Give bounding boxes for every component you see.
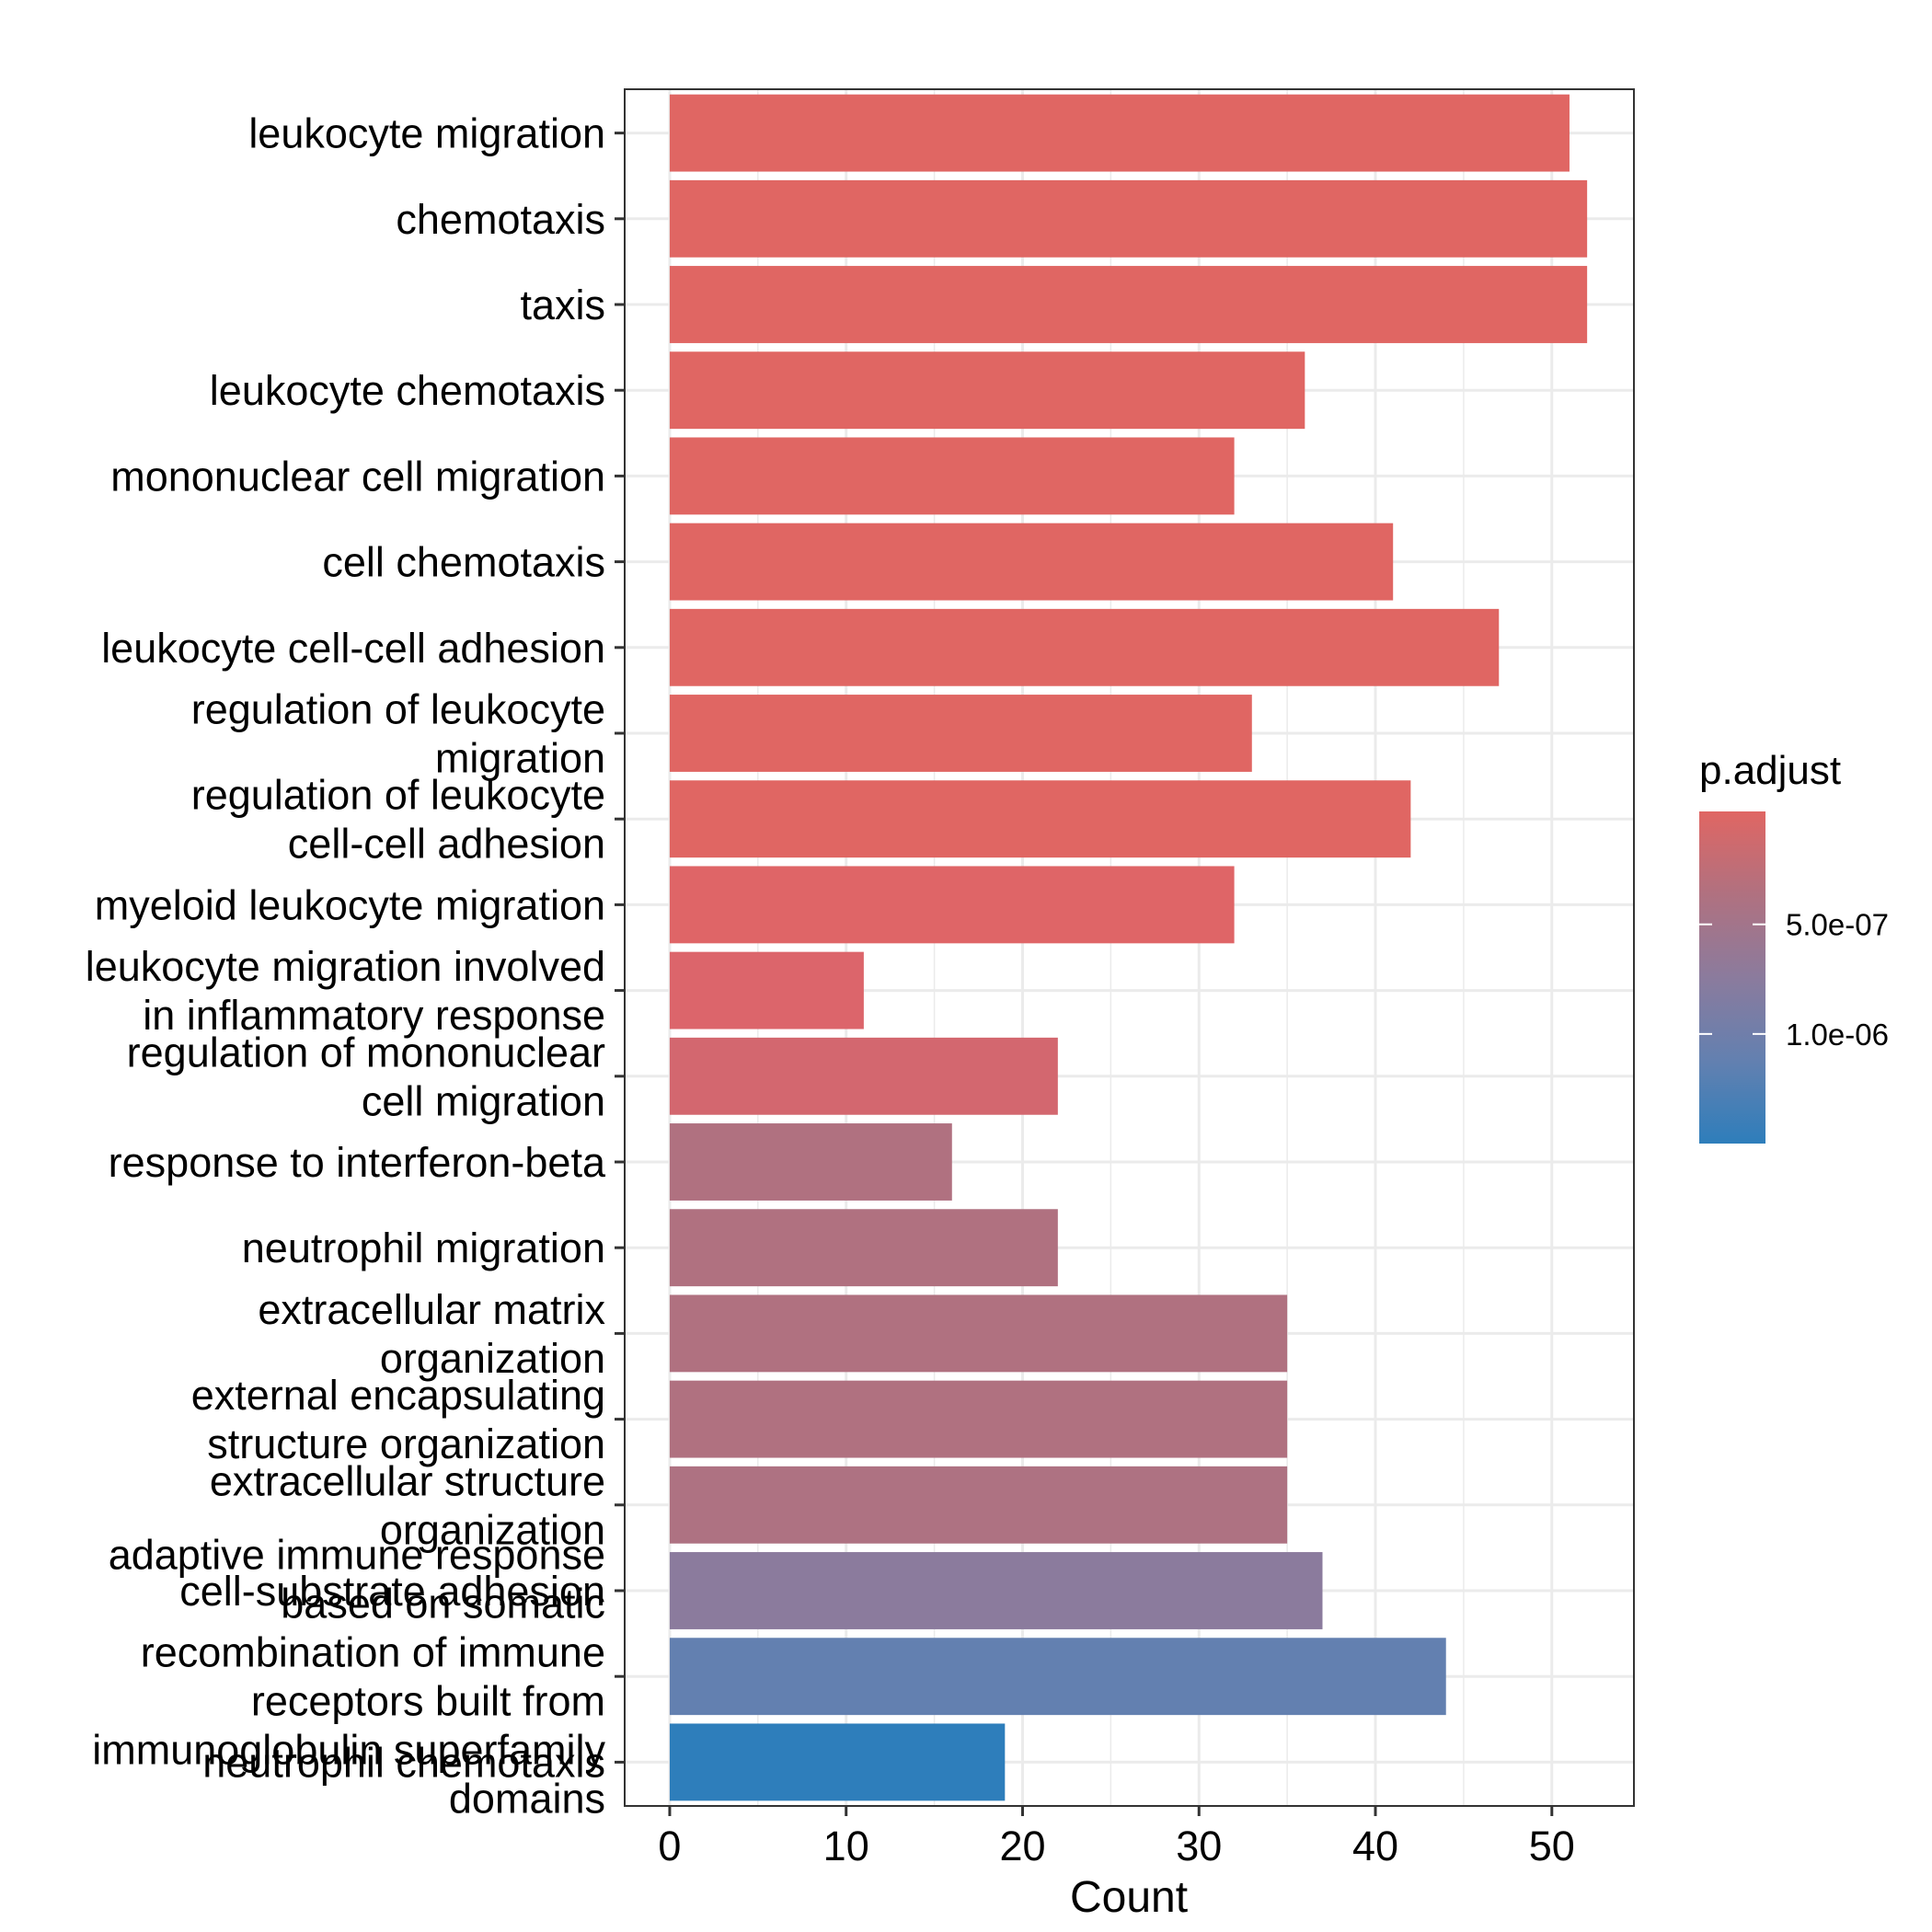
y-tick-label: adaptive immune response based on somatic…	[92, 1532, 605, 1823]
y-tick-label-line: regulation of leukocyte	[191, 686, 605, 733]
bar	[669, 1209, 1058, 1287]
y-tick-label-line: cell chemotaxis	[322, 539, 605, 586]
y-tick-label-line: leukocyte migration	[248, 110, 605, 157]
y-tick-label: leukocyte migration	[248, 110, 605, 157]
bar	[669, 1294, 1288, 1373]
bar	[669, 523, 1394, 601]
plot-panel-border	[624, 88, 1635, 1807]
y-axis: leukocyte migration chemotaxis taxis leukoc…	[86, 110, 626, 1823]
y-tick-label-line: migration	[435, 735, 605, 782]
legend-ticks: 5.0e-07 1.0e-06	[1699, 908, 1889, 1052]
minor-gridlines	[626, 90, 1633, 1805]
y-tick-label-line: structure organization	[207, 1420, 605, 1467]
y-tick-label: leukocyte chemotaxis	[210, 367, 605, 414]
y-tick-label-line: domains	[449, 1776, 605, 1823]
y-tick-label-line: external encapsulating	[191, 1372, 605, 1419]
x-tick-label: 10	[823, 1823, 869, 1869]
x-tick-label: 20	[999, 1823, 1045, 1869]
y-tick-label: regulation of leukocyte cell-cell adhesio…	[191, 772, 605, 868]
y-tick-label-line: immunoglobulin superfamily	[92, 1727, 605, 1774]
y-tick-label-line: leukocyte cell-cell adhesion	[101, 625, 605, 672]
bar	[669, 780, 1411, 858]
y-tick-label: regulation of leukocyte migration	[191, 686, 605, 782]
y-tick-label-line: neutrophil chemotaxis	[202, 1739, 605, 1786]
y-tick-label-line: mononuclear cell migration	[110, 453, 605, 500]
y-tick-label-line: organization	[380, 1335, 605, 1382]
y-tick-label: extracellular matrix organization	[258, 1286, 605, 1382]
bar	[669, 1466, 1288, 1544]
y-tick-label-line: taxis	[520, 282, 605, 328]
bar	[669, 179, 1588, 258]
y-tick-label-line: cell-cell adhesion	[288, 821, 605, 868]
x-tick-label: 40	[1352, 1823, 1398, 1869]
y-tick-label: response to interferon-beta	[109, 1139, 606, 1186]
x-tick-label: 30	[1176, 1823, 1222, 1869]
x-tick-label: 50	[1529, 1823, 1575, 1869]
y-tick-label-line: recombination of immune	[141, 1629, 605, 1676]
y-tick-label-line: receptors built from	[251, 1678, 605, 1725]
bar	[669, 951, 864, 1029]
bar	[669, 1723, 1006, 1801]
y-tick-label: cell chemotaxis	[322, 539, 605, 586]
bar	[669, 94, 1570, 172]
y-tick-label-line: extracellular structure	[210, 1457, 605, 1504]
bar	[669, 1638, 1446, 1716]
legend-colorbar	[1699, 811, 1765, 1144]
legend-tick-label: 1.0e-06	[1786, 1018, 1889, 1052]
bars	[669, 94, 1588, 1801]
y-tick-label: cell-substrate adhesion	[179, 1568, 605, 1615]
y-tick-label: chemotaxis	[396, 196, 605, 243]
y-tick-label-line: cell migration	[362, 1077, 605, 1124]
bar	[669, 695, 1252, 772]
y-tick-label-line: leukocyte chemotaxis	[210, 367, 605, 414]
y-tick-label: leukocyte migration involved in inflammat…	[86, 943, 605, 1039]
y-tick-label: leukocyte cell-cell adhesion	[101, 625, 605, 672]
y-tick-label: extracellular structure organization	[210, 1457, 605, 1553]
y-tick-label-line: chemotaxis	[396, 196, 605, 243]
y-tick-label: external encapsulating structure organiza…	[191, 1372, 605, 1467]
bar	[669, 1552, 1323, 1629]
bar	[669, 437, 1235, 515]
bar	[669, 866, 1235, 944]
y-tick-label-line: based on somatic	[281, 1581, 605, 1627]
y-tick-label-line: regulation of mononuclear	[127, 1029, 605, 1075]
y-tick-label-line: extracellular matrix	[258, 1286, 605, 1333]
color-legend: p.adjust 5.0e-07 1.0e-06	[1699, 748, 1889, 1144]
plot-panel	[626, 90, 1633, 1805]
x-tick-label: 0	[658, 1823, 681, 1869]
bar	[669, 608, 1500, 686]
y-tick-label-line: organization	[380, 1506, 605, 1553]
y-tick-label-line: cell-substrate adhesion	[179, 1568, 605, 1615]
y-tick-label: taxis	[520, 282, 605, 328]
bar	[669, 1037, 1058, 1115]
y-tick-label-line: neutrophil migration	[242, 1225, 605, 1271]
y-tick-label: myeloid leukocyte migration	[95, 881, 605, 928]
y-tick-label: mononuclear cell migration	[110, 453, 605, 500]
y-tick-label-line: in inflammatory response	[143, 992, 605, 1039]
x-axis-title: Count	[1070, 1873, 1188, 1922]
y-tick-label: neutrophil chemotaxis	[202, 1739, 605, 1786]
y-tick-label: regulation of mononuclear cell migration	[127, 1029, 605, 1124]
y-tick-label-line: adaptive immune response	[109, 1532, 605, 1579]
bar	[669, 351, 1305, 430]
x-axis: 0 10 20 30 40 50	[658, 1805, 1575, 1869]
y-tick-label-line: regulation of leukocyte	[191, 772, 605, 819]
bar	[669, 266, 1588, 343]
legend-title: p.adjust	[1699, 748, 1841, 793]
legend-tick-label: 5.0e-07	[1786, 908, 1889, 942]
y-tick-label: neutrophil migration	[242, 1225, 605, 1271]
bar	[669, 1380, 1288, 1458]
y-tick-label-line: response to interferon-beta	[109, 1139, 606, 1186]
y-tick-label-line: leukocyte migration involved	[86, 943, 605, 990]
bar	[669, 1123, 952, 1201]
y-tick-label-line: myeloid leukocyte migration	[95, 881, 605, 928]
